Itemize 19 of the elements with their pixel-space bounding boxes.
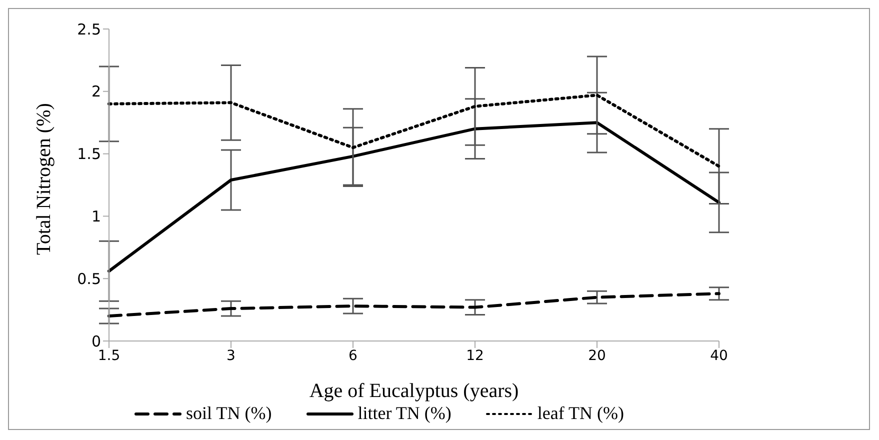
x-tick-label: 40: [710, 348, 728, 364]
x-tick-label: 20: [588, 348, 606, 364]
legend-label: leaf TN (%): [537, 403, 624, 424]
legend-label: litter TN (%): [358, 403, 452, 424]
legend-label: soil TN (%): [186, 403, 272, 424]
line-series: [108, 121, 720, 273]
y-tick-label: 0.5: [77, 270, 101, 288]
y-axis-title: Total Nitrogen (%): [33, 103, 56, 255]
y-tick-label: 2: [91, 82, 101, 101]
y-tick-label: 1.5: [77, 145, 101, 164]
y-tick-label: 2.5: [77, 20, 101, 38]
line-series: [108, 292, 720, 318]
y-tick-label: 0: [91, 332, 101, 350]
x-tick-label: 12: [466, 348, 484, 364]
x-tick-label: 6: [348, 348, 358, 364]
x-axis-title: Age of Eucalyptus (years): [309, 380, 519, 402]
line-series: [108, 94, 720, 168]
y-tick-label: 1: [91, 208, 101, 226]
x-tick-label: 3: [226, 348, 236, 364]
